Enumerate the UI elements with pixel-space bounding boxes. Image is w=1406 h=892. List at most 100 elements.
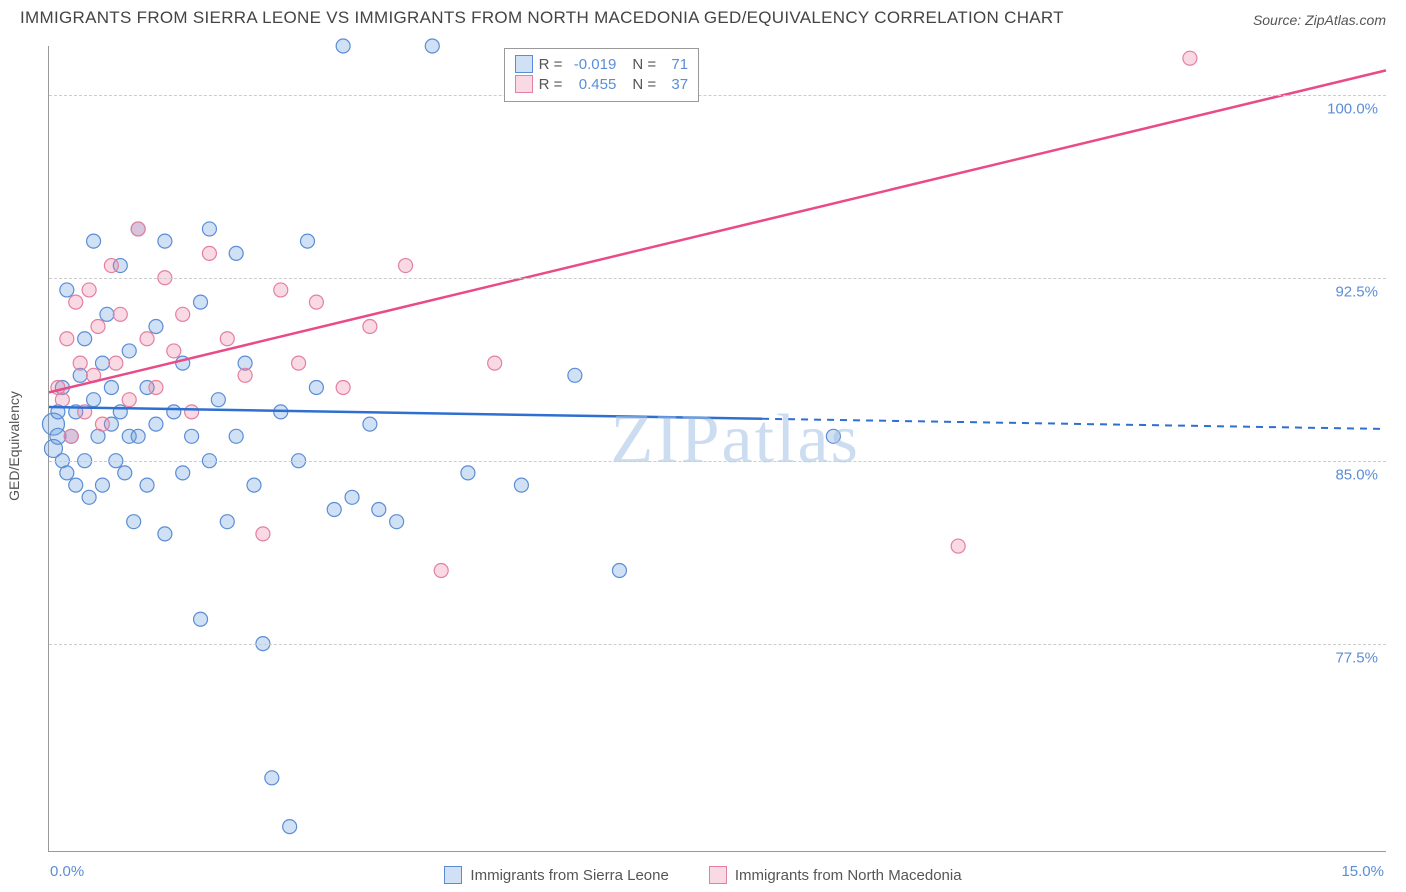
data-point xyxy=(149,417,163,431)
data-point xyxy=(167,344,181,358)
scatter-plot-svg xyxy=(49,46,1386,851)
source-attribution: Source: ZipAtlas.com xyxy=(1253,12,1386,28)
data-point xyxy=(104,381,118,395)
data-point xyxy=(149,381,163,395)
legend-item: Immigrants from North Macedonia xyxy=(709,866,962,884)
stats-row: R =-0.019 N =71 xyxy=(515,55,689,73)
data-point xyxy=(185,429,199,443)
data-point xyxy=(399,259,413,273)
data-point xyxy=(220,332,234,346)
gridline xyxy=(49,278,1386,279)
data-point xyxy=(1183,51,1197,65)
data-point xyxy=(336,381,350,395)
data-point xyxy=(309,381,323,395)
stat-n-value: 37 xyxy=(662,76,688,93)
data-point xyxy=(158,234,172,248)
data-point xyxy=(64,429,78,443)
legend-swatch xyxy=(709,866,727,884)
data-point xyxy=(826,429,840,443)
data-point xyxy=(300,234,314,248)
data-point xyxy=(363,417,377,431)
data-point xyxy=(95,478,109,492)
y-tick-label: 100.0% xyxy=(1327,100,1378,117)
data-point xyxy=(113,307,127,321)
bottom-legend: Immigrants from Sierra Leone Immigrants f… xyxy=(0,866,1406,884)
data-point xyxy=(229,429,243,443)
data-point xyxy=(104,259,118,273)
data-point xyxy=(60,466,74,480)
data-point xyxy=(185,405,199,419)
legend-label: Immigrants from Sierra Leone xyxy=(470,867,668,884)
data-point xyxy=(327,502,341,516)
y-axis-label: GED/Equivalency xyxy=(6,391,22,501)
stat-n-label: N = xyxy=(632,76,656,93)
gridline xyxy=(49,461,1386,462)
data-point xyxy=(140,332,154,346)
stat-r-label: R = xyxy=(539,76,563,93)
data-point xyxy=(122,393,136,407)
data-point xyxy=(95,417,109,431)
chart-plot-area: ZIPatlas 77.5%85.0%92.5%100.0%R =-0.019 … xyxy=(48,46,1386,852)
data-point xyxy=(247,478,261,492)
stat-n-value: 71 xyxy=(662,56,688,73)
data-point xyxy=(568,368,582,382)
data-point xyxy=(194,612,208,626)
data-point xyxy=(229,246,243,260)
data-point xyxy=(292,356,306,370)
legend-item: Immigrants from Sierra Leone xyxy=(444,866,668,884)
y-tick-label: 92.5% xyxy=(1335,283,1378,300)
data-point xyxy=(265,771,279,785)
data-point xyxy=(194,295,208,309)
data-point xyxy=(122,344,136,358)
data-point xyxy=(336,39,350,53)
data-point xyxy=(50,428,66,444)
data-point xyxy=(309,295,323,309)
data-point xyxy=(434,563,448,577)
gridline xyxy=(49,95,1386,96)
data-point xyxy=(176,466,190,480)
data-point xyxy=(91,320,105,334)
legend-label: Immigrants from North Macedonia xyxy=(735,867,962,884)
data-point xyxy=(283,820,297,834)
data-point xyxy=(425,39,439,53)
data-point xyxy=(390,515,404,529)
data-point xyxy=(82,283,96,297)
legend-swatch xyxy=(515,75,533,93)
data-point xyxy=(488,356,502,370)
data-point xyxy=(82,490,96,504)
legend-swatch xyxy=(515,55,533,73)
data-point xyxy=(69,478,83,492)
data-point xyxy=(158,527,172,541)
data-point xyxy=(87,234,101,248)
data-point xyxy=(140,478,154,492)
data-point xyxy=(167,405,181,419)
correlation-stats-box: R =-0.019 N =71R =0.455 N =37 xyxy=(504,48,700,102)
data-point xyxy=(363,320,377,334)
stat-n-label: N = xyxy=(632,56,656,73)
data-point xyxy=(131,222,145,236)
trend-line-extrapolated xyxy=(762,419,1386,429)
data-point xyxy=(612,563,626,577)
data-point xyxy=(69,295,83,309)
data-point xyxy=(100,307,114,321)
data-point xyxy=(274,283,288,297)
data-point xyxy=(131,429,145,443)
data-point xyxy=(95,356,109,370)
data-point xyxy=(60,283,74,297)
data-point xyxy=(127,515,141,529)
trend-line xyxy=(49,70,1386,392)
stat-r-value: -0.019 xyxy=(568,56,616,73)
data-point xyxy=(202,246,216,260)
data-point xyxy=(372,502,386,516)
data-point xyxy=(149,320,163,334)
data-point xyxy=(238,368,252,382)
data-point xyxy=(514,478,528,492)
data-point xyxy=(55,393,69,407)
data-point xyxy=(109,356,123,370)
data-point xyxy=(211,393,225,407)
legend-swatch xyxy=(444,866,462,884)
y-tick-label: 77.5% xyxy=(1335,649,1378,666)
data-point xyxy=(220,515,234,529)
data-point xyxy=(461,466,475,480)
data-point xyxy=(78,332,92,346)
